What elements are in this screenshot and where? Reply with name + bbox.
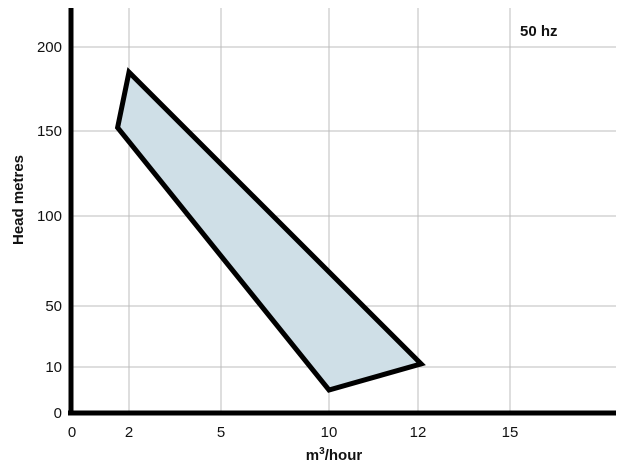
y-tick-label: 50 bbox=[45, 298, 62, 315]
y-tick-label: 100 bbox=[37, 208, 62, 225]
x-axis-title-main: m bbox=[306, 447, 319, 464]
operating-range-area bbox=[114, 67, 426, 393]
y-tick-label: 150 bbox=[37, 123, 62, 140]
y-axis-title: Head metres bbox=[10, 155, 27, 245]
x-axis-title-rest: /hour bbox=[325, 447, 363, 464]
x-tick-label: 10 bbox=[321, 424, 338, 441]
x-axis-title-sup: 3 bbox=[319, 446, 325, 457]
frequency-annotation: 50 hz bbox=[520, 23, 558, 40]
y-tick-label: 200 bbox=[37, 39, 62, 56]
x-tick-label: 0 bbox=[68, 424, 76, 441]
y-tick-label: 0 bbox=[54, 405, 62, 422]
x-tick-label: 15 bbox=[502, 424, 519, 441]
y-tick-labels: 0 10 50 100 150 200 bbox=[37, 39, 62, 422]
x-tick-label: 2 bbox=[125, 424, 133, 441]
x-axis-title: m3/hour bbox=[306, 446, 363, 464]
x-tick-label: 12 bbox=[410, 424, 427, 441]
x-tick-label: 5 bbox=[217, 424, 225, 441]
x-tick-labels: 0 2 5 10 12 15 bbox=[68, 424, 519, 441]
y-tick-label: 10 bbox=[45, 359, 62, 376]
